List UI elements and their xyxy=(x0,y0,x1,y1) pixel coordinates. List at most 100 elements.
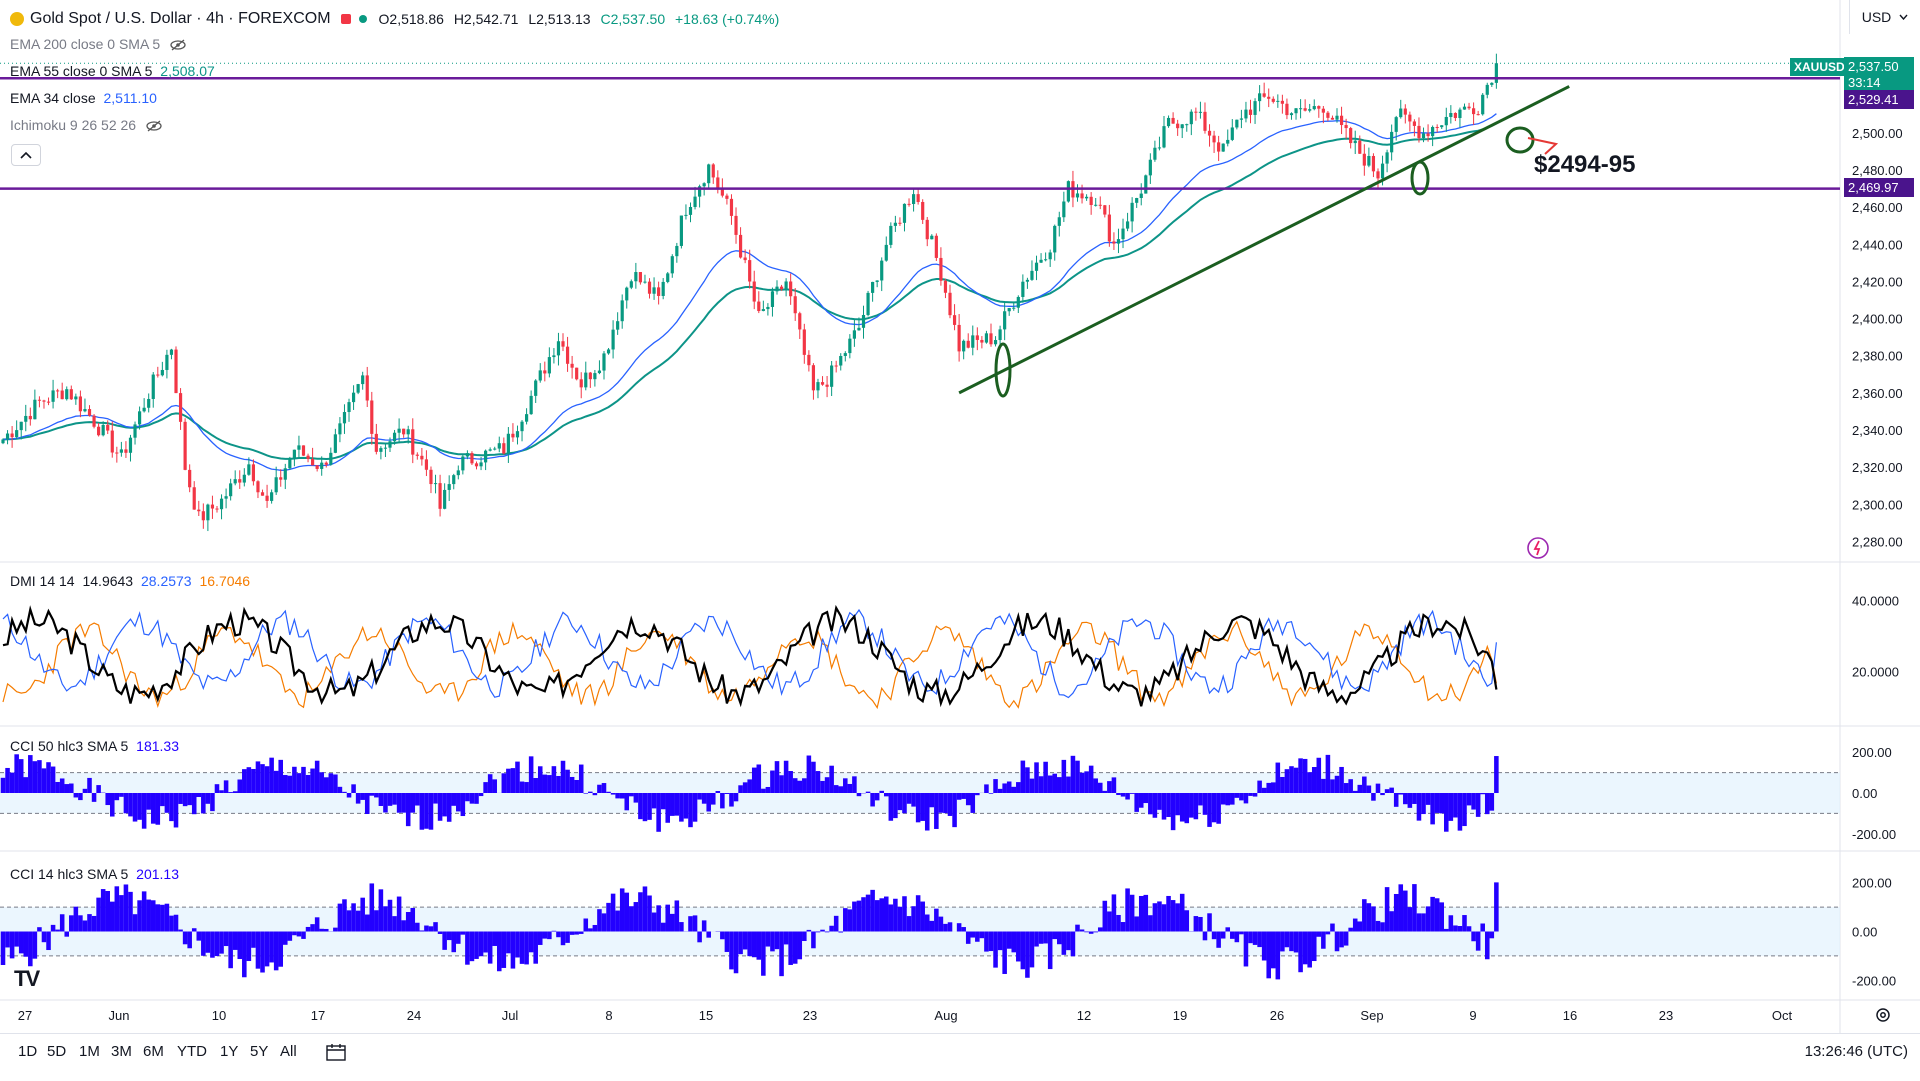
currency-selector[interactable]: USD xyxy=(1849,0,1920,34)
cci50-bar xyxy=(738,785,743,793)
legend-dmi[interactable]: DMI 14 14 14.9643 28.2573 16.7046 xyxy=(10,573,250,589)
candle-body xyxy=(165,355,168,370)
candle-body xyxy=(338,423,341,434)
cci14-bar xyxy=(1139,896,1144,932)
cci14-bar xyxy=(1476,932,1481,951)
time-tick-label: 23 xyxy=(803,1008,817,1023)
candle-body xyxy=(780,287,783,290)
candle-body xyxy=(939,258,942,281)
cci50-bar xyxy=(324,777,329,793)
range-button-3m[interactable]: 3M xyxy=(111,1043,132,1060)
cci50-bar xyxy=(816,771,821,793)
cci50-bar xyxy=(178,793,183,804)
candle-body xyxy=(420,456,423,460)
lightning-icon[interactable] xyxy=(1526,536,1550,560)
candle-body xyxy=(461,456,464,470)
time-tick-label: 12 xyxy=(1077,1008,1091,1023)
candle-body xyxy=(1226,140,1229,144)
candle-body xyxy=(102,425,105,435)
range-button-1y[interactable]: 1Y xyxy=(220,1043,238,1060)
cci14-bar xyxy=(1075,925,1080,932)
cci14-bar xyxy=(998,932,1003,951)
candle-body xyxy=(561,341,564,346)
candle-body xyxy=(193,487,196,509)
cci14-bar xyxy=(725,932,730,952)
cci50-bar xyxy=(875,793,880,800)
legend-ema34[interactable]: EMA 34 close 2,511.10 xyxy=(10,90,157,106)
candle-body xyxy=(170,350,173,355)
cci14-bar xyxy=(893,899,898,932)
cci14-bar xyxy=(397,897,402,932)
collapse-legend-button[interactable] xyxy=(11,144,41,166)
cci14-bar xyxy=(146,900,151,932)
cci14-bar xyxy=(92,916,97,932)
candle-body xyxy=(1212,136,1215,143)
legend-ema55[interactable]: EMA 55 close 0 SMA 5 2,508.07 xyxy=(10,63,215,79)
candle-body xyxy=(1240,118,1243,119)
cci50-bar xyxy=(306,775,311,793)
hidden-eye-icon[interactable] xyxy=(146,120,162,132)
candle-body xyxy=(1426,134,1429,137)
candle-body xyxy=(243,475,246,483)
cci50-bar xyxy=(647,793,652,820)
cci50-bar xyxy=(543,775,548,793)
cci50-bar xyxy=(1098,783,1103,793)
cci50-bar xyxy=(1289,766,1294,793)
cci50-bar xyxy=(966,793,971,805)
cci14-bar xyxy=(1412,884,1417,931)
candle-body xyxy=(1003,311,1006,329)
cci50-bar xyxy=(169,793,174,821)
cci50-bar xyxy=(146,793,151,810)
hidden-eye-icon[interactable] xyxy=(170,39,186,51)
cci14-bar xyxy=(1144,895,1149,932)
support-annotation[interactable]: $2494-95 xyxy=(1534,151,1635,179)
candle-body xyxy=(1367,156,1370,166)
candle-body xyxy=(106,425,109,431)
candle-body xyxy=(1472,108,1475,114)
range-button-all[interactable]: All xyxy=(280,1043,297,1060)
legend-ichimoku[interactable]: Ichimoku 9 26 52 26 xyxy=(10,117,162,133)
range-button-5y[interactable]: 5Y xyxy=(250,1043,268,1060)
range-button-1d[interactable]: 1D xyxy=(18,1043,37,1060)
cci50-bar xyxy=(206,793,211,804)
cci14-bar xyxy=(392,916,397,931)
cci50-bar xyxy=(1471,793,1476,810)
range-button-ytd[interactable]: YTD xyxy=(177,1043,207,1060)
candle-body xyxy=(1263,93,1266,96)
cci14-bar xyxy=(1439,902,1444,931)
candle-body xyxy=(416,455,419,456)
cci50-bar xyxy=(1107,781,1112,793)
cci50-bar xyxy=(347,793,352,798)
clock[interactable]: 13:26:46 (UTC) xyxy=(1805,1043,1908,1060)
cci50-bar xyxy=(133,793,138,822)
legend-cci50[interactable]: CCI 50 hlc3 SMA 5 181.33 xyxy=(10,738,179,754)
settings-gear-icon[interactable] xyxy=(1874,1006,1892,1024)
cci14-bar xyxy=(506,932,511,954)
cci14-bar xyxy=(1066,932,1071,951)
cci50-bar xyxy=(902,793,907,813)
candle-body xyxy=(1449,113,1452,117)
range-button-1m[interactable]: 1M xyxy=(79,1043,100,1060)
date-range-calendar-icon[interactable] xyxy=(326,1043,346,1061)
range-button-6m[interactable]: 6M xyxy=(143,1043,164,1060)
candle-body xyxy=(265,496,268,501)
legend-ema200[interactable]: EMA 200 close 0 SMA 5 xyxy=(10,36,186,52)
cci14-bar xyxy=(178,930,183,932)
candle-body xyxy=(598,371,601,374)
cci14-bar xyxy=(1121,922,1126,931)
cci14-bar xyxy=(1339,932,1344,948)
cci50-bar xyxy=(1212,793,1217,822)
candle-body xyxy=(1304,108,1307,110)
cci50-bar xyxy=(1189,793,1194,818)
symbol-title[interactable]: Gold Spot / U.S. Dollar · 4h · FOREXCOM xyxy=(30,10,331,28)
candle-body xyxy=(1495,63,1498,83)
cci14-bar xyxy=(1007,932,1012,949)
cci14-bar xyxy=(852,902,857,932)
cci50-bar xyxy=(679,793,684,822)
range-button-5d[interactable]: 5D xyxy=(47,1043,66,1060)
tradingview-logo[interactable]: TV xyxy=(14,966,38,992)
candle-body xyxy=(152,375,155,399)
cci50-bar xyxy=(1353,791,1358,793)
cci50-bar xyxy=(952,793,957,827)
legend-cci14[interactable]: CCI 14 hlc3 SMA 5 201.13 xyxy=(10,866,179,882)
